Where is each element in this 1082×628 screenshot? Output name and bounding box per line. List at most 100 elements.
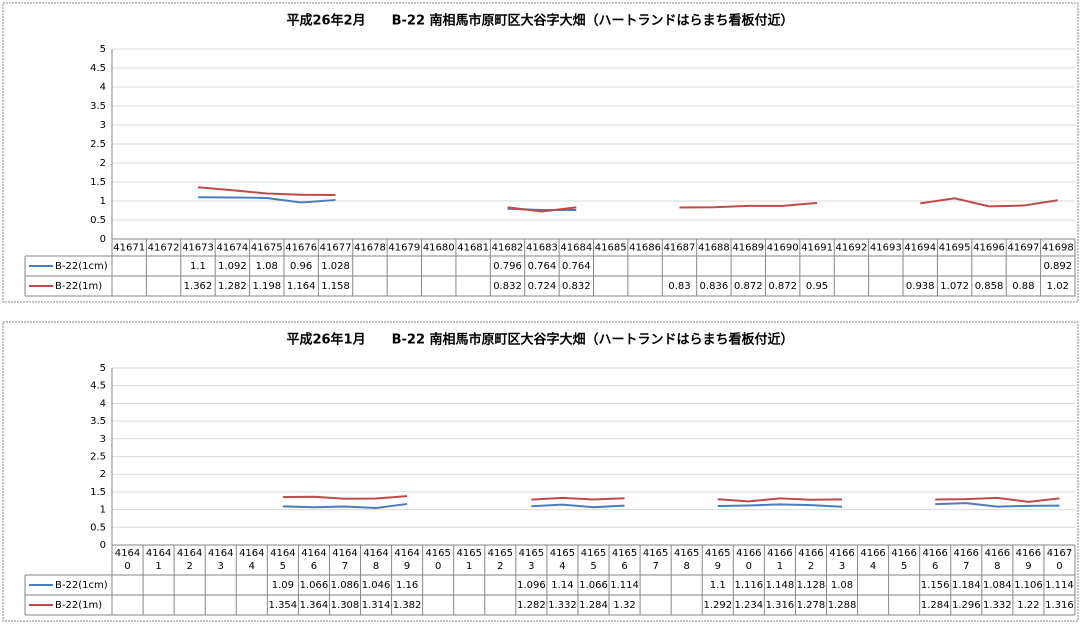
y-tick-label: 0 [100, 540, 106, 551]
table-value: 1.234 [735, 600, 764, 611]
x-tick-label: 4165 9 [705, 548, 730, 572]
table-value: 0.764 [528, 261, 557, 272]
table-value: 1.066 [579, 580, 608, 591]
y-tick-label: 0.5 [90, 522, 106, 533]
x-tick-label: 4166 8 [985, 548, 1010, 572]
table-value: 1.164 [287, 281, 316, 292]
table-value: 1.354 [269, 600, 298, 611]
x-tick-label: 41684 [560, 243, 592, 254]
y-tick-label: 5 [100, 363, 106, 374]
table-value: 1.382 [393, 600, 422, 611]
x-tick-label: 4164 2 [177, 548, 202, 572]
y-tick-label: 4 [100, 398, 106, 409]
x-tick-label: 4164 4 [239, 548, 264, 572]
x-tick-label: 4165 8 [674, 548, 699, 572]
table-value: 1.284 [579, 600, 608, 611]
table-value: 1.114 [1045, 580, 1074, 591]
x-tick-label: 4166 1 [767, 548, 792, 572]
x-tick-label: 41674 [216, 243, 248, 254]
x-tick-label: 41677 [320, 243, 352, 254]
table-value: 0.892 [1043, 261, 1072, 272]
x-tick-label: 4165 4 [550, 548, 575, 572]
table-value: 1.116 [735, 580, 764, 591]
series-line [198, 197, 1058, 210]
x-tick-label: 4165 5 [581, 548, 606, 572]
table-value: 0.764 [562, 261, 591, 272]
y-tick-label: 1 [100, 505, 106, 516]
table-value: 1.284 [921, 600, 950, 611]
table-value: 0.832 [562, 281, 591, 292]
x-tick-label: 41682 [492, 243, 524, 254]
table-value: 0.796 [493, 261, 522, 272]
series-line [282, 495, 1060, 503]
table-value: 1.02 [1047, 281, 1069, 292]
x-tick-label: 41679 [388, 243, 420, 254]
table-value: 1.08 [256, 261, 278, 272]
table-value: 0.83 [668, 281, 690, 292]
x-tick-label: 4166 6 [922, 548, 947, 572]
table-value: 1.332 [983, 600, 1012, 611]
table-value: 1.096 [517, 580, 546, 591]
y-tick-label: 4 [100, 82, 106, 93]
x-tick-label: 4164 1 [146, 548, 171, 572]
y-tick-label: 2.5 [90, 139, 106, 150]
x-tick-label: 4164 6 [301, 548, 326, 572]
x-tick-label: 4166 7 [954, 548, 979, 572]
table-value: 1.106 [1014, 580, 1043, 591]
y-tick-label: 5 [100, 44, 106, 55]
x-tick-label: 41696 [973, 243, 1005, 254]
table-value: 1.16 [396, 580, 418, 591]
x-tick-label: 4165 6 [612, 548, 637, 572]
table-value: 0.858 [975, 281, 1004, 292]
table-value: 1.1 [190, 261, 206, 272]
y-tick-label: 3 [100, 434, 106, 445]
table-value: 1.14 [551, 580, 573, 591]
table-value: 1.086 [331, 580, 360, 591]
table-value: 1.046 [362, 580, 391, 591]
x-tick-label: 4164 7 [332, 548, 357, 572]
x-tick-label: 4164 3 [208, 548, 233, 572]
table-value: 1.028 [321, 261, 350, 272]
x-tick-label: 41680 [423, 243, 455, 254]
legend-label: B-22(1m) [55, 281, 102, 292]
y-tick-label: 3.5 [90, 101, 106, 112]
table-value: 1.292 [703, 600, 732, 611]
x-tick-label: 4165 1 [457, 548, 482, 572]
table-value: 1.084 [983, 580, 1012, 591]
y-tick-label: 2.5 [90, 452, 106, 463]
x-tick-label: 41693 [870, 243, 902, 254]
table-value: 0.872 [734, 281, 763, 292]
x-tick-label: 41697 [1008, 243, 1040, 254]
y-tick-label: 4.5 [90, 63, 106, 74]
table-value: 1.156 [921, 580, 950, 591]
table-value: 0.95 [806, 281, 828, 292]
x-tick-label: 41676 [285, 243, 317, 254]
table-value: 1.092 [218, 261, 247, 272]
table-value: 0.836 [700, 281, 729, 292]
x-tick-label: 4166 2 [798, 548, 823, 572]
x-tick-label: 4166 9 [1016, 548, 1041, 572]
table-value: 1.198 [252, 281, 281, 292]
table-value: 1.072 [940, 281, 969, 292]
x-tick-label: 41687 [664, 243, 696, 254]
table-value: 1.184 [952, 580, 981, 591]
table-value: 1.114 [610, 580, 639, 591]
y-tick-label: 4.5 [90, 381, 106, 392]
legend-label: B-22(1cm) [55, 580, 108, 591]
x-tick-label: 4164 0 [115, 548, 140, 572]
table-value: 1.148 [766, 580, 795, 591]
y-tick-label: 2 [100, 469, 106, 480]
y-tick-label: 3 [100, 120, 106, 131]
chart-title: 平成26年1月 B-22 南相馬市原町区大谷字大畑（ハートランドはらまち看板付近… [286, 332, 793, 348]
table-value: 1.08 [831, 580, 853, 591]
table-value: 1.128 [797, 580, 826, 591]
table-value: 1.32 [613, 600, 635, 611]
table-value: 1.296 [952, 600, 981, 611]
x-tick-label: 41672 [148, 243, 180, 254]
y-tick-label: 1 [100, 196, 106, 207]
table-value: 1.09 [272, 580, 294, 591]
x-tick-label: 41673 [182, 243, 214, 254]
table-value: 1.316 [1045, 600, 1074, 611]
